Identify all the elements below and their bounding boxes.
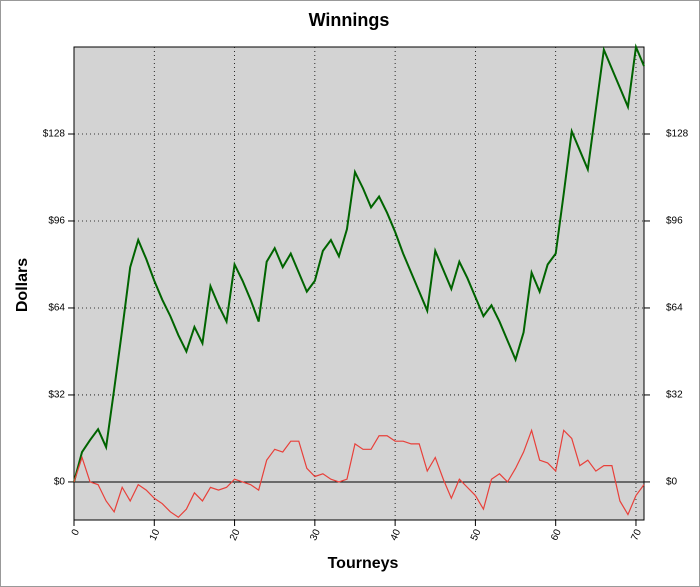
series-line	[73, 43, 645, 483]
x-tick-label: 0	[70, 527, 83, 537]
y-tick-label: $64	[48, 303, 65, 314]
series-line	[73, 428, 645, 519]
x-tick-label: 50	[469, 527, 484, 542]
x-tick-label: 10	[148, 527, 163, 542]
x-tick-label: 20	[228, 527, 243, 542]
plot-area	[73, 46, 645, 521]
y2-tick-label: $64	[666, 303, 683, 314]
x-tick-label: 30	[308, 527, 323, 542]
y2-tick-label: $96	[666, 216, 683, 227]
y-tick-label: $96	[48, 216, 65, 227]
y2-tick-label: $128	[666, 129, 689, 140]
y2-tick-label: $32	[666, 390, 683, 401]
y2-tick-label: $0	[666, 477, 678, 488]
x-tick-label: 70	[629, 527, 644, 542]
y-axis-label: Dollars	[14, 258, 31, 312]
y-tick-label: $128	[43, 129, 66, 140]
x-tick-label: 40	[389, 527, 404, 542]
x-axis-label: Tourneys	[328, 555, 399, 572]
chart-title: Winnings	[309, 10, 390, 30]
x-tick-label: 60	[549, 527, 564, 542]
y-tick-label: $0	[54, 477, 66, 488]
y-tick-label: $32	[48, 390, 65, 401]
